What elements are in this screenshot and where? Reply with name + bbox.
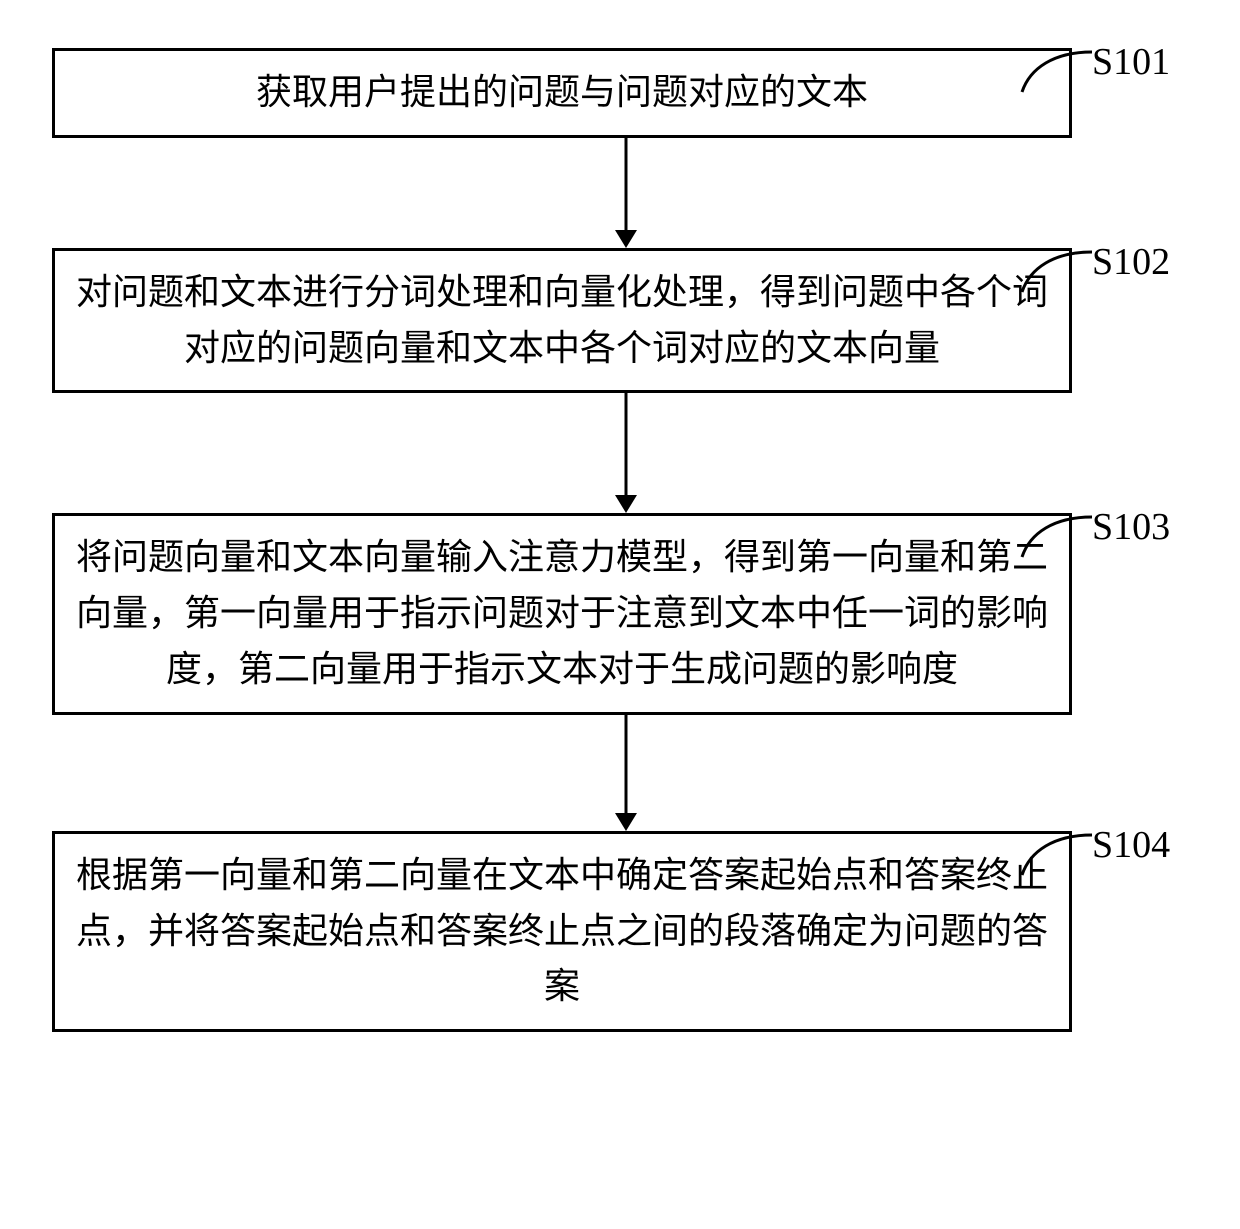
step-text: 获取用户提出的问题与问题对应的文本	[256, 72, 868, 112]
step-box-s104: 根据第一向量和第二向量在文本中确定答案起始点和答案终止点，并将答案起始点和答案终…	[52, 831, 1072, 1032]
step-label: S101	[1092, 40, 1170, 84]
step-text: 对问题和文本进行分词处理和向量化处理，得到问题中各个词对应的问题向量和文本中各个…	[76, 272, 1048, 368]
step-row-s101: 获取用户提出的问题与问题对应的文本 S101	[52, 48, 1200, 138]
arrow-down-icon	[606, 393, 646, 513]
arrow-down-icon	[606, 138, 646, 248]
arrow-s102-s103	[52, 393, 1200, 513]
step-text: 将问题向量和文本向量输入注意力模型，得到第一向量和第二向量，第一向量用于指示问题…	[76, 537, 1048, 689]
step-text: 根据第一向量和第二向量在文本中确定答案起始点和答案终止点，并将答案起始点和答案终…	[76, 855, 1048, 1007]
step-row-s104: 根据第一向量和第二向量在文本中确定答案起始点和答案终止点，并将答案起始点和答案终…	[52, 831, 1200, 1032]
step-box-s103: 将问题向量和文本向量输入注意力模型，得到第一向量和第二向量，第一向量用于指示问题…	[52, 513, 1072, 714]
arrow-down-icon	[606, 715, 646, 831]
flowchart: 获取用户提出的问题与问题对应的文本 S101 对问题和文本进行分词处理和向量化处…	[52, 48, 1200, 1032]
step-box-s101: 获取用户提出的问题与问题对应的文本	[52, 48, 1072, 138]
step-row-s103: 将问题向量和文本向量输入注意力模型，得到第一向量和第二向量，第一向量用于指示问题…	[52, 513, 1200, 714]
arrow-s101-s102	[52, 138, 1200, 248]
arrow-s103-s104	[52, 715, 1200, 831]
step-row-s102: 对问题和文本进行分词处理和向量化处理，得到问题中各个词对应的问题向量和文本中各个…	[52, 248, 1200, 394]
step-box-s102: 对问题和文本进行分词处理和向量化处理，得到问题中各个词对应的问题向量和文本中各个…	[52, 248, 1072, 394]
